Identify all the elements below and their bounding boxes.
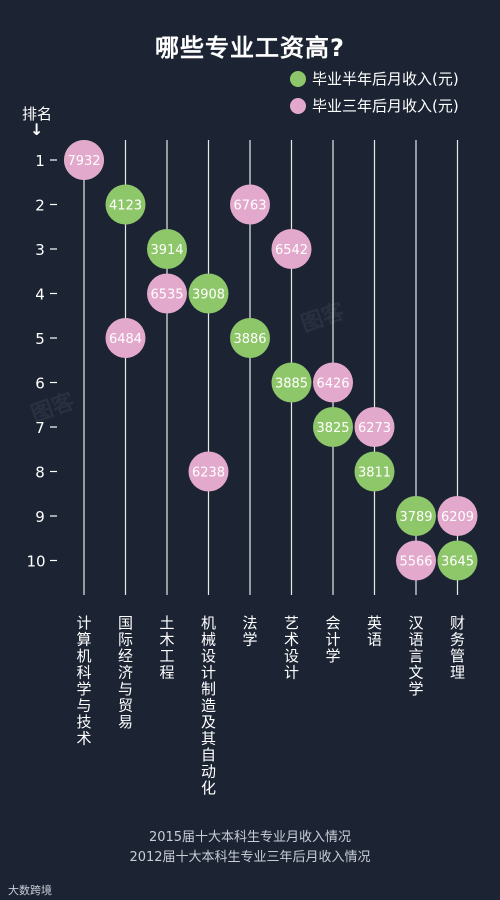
data-label: 5566: [399, 555, 432, 570]
rank-tick-label: 7: [35, 419, 45, 437]
data-label: 3811: [358, 466, 391, 481]
data-point-three-year: [64, 140, 104, 180]
data-point-three-year: [147, 273, 187, 314]
legend-label-series1: 毕业半年后月收入(元): [312, 70, 459, 88]
legend-label-series2: 毕业三年后月收入(元): [312, 97, 459, 115]
data-point-three-year: [188, 451, 229, 492]
major-label: 国际经济与贸易: [118, 614, 133, 731]
data-label: 6763: [233, 199, 266, 214]
data-point-half-year: [188, 273, 229, 314]
brand-logo: 大数跨境: [8, 884, 52, 897]
data-label: 3908: [192, 288, 225, 303]
data-label: 4123: [109, 199, 142, 214]
rank-tick-label: 6: [35, 375, 45, 393]
rank-tick-label: 3: [35, 241, 45, 259]
data-point-three-year: [271, 229, 312, 269]
rank-tick-label: 4: [35, 286, 45, 304]
data-label: 3789: [399, 510, 432, 525]
data-label: 6542: [275, 243, 308, 258]
down-arrow-icon: ↓: [30, 120, 44, 139]
major-label: 英语: [367, 614, 382, 649]
data-label: 6209: [441, 510, 474, 525]
data-point-three-year: [354, 407, 395, 447]
rank-tick-label: 9: [35, 508, 45, 526]
data-point-half-year: [230, 318, 270, 358]
chart-title: 哪些专业工资高?: [155, 34, 345, 62]
footnote-line-2: 2012届十大本科生专业三年后月收入情况: [129, 850, 371, 865]
legend-swatch-series1: [290, 70, 306, 87]
rank-tick-label: 2: [35, 197, 45, 215]
major-label: 计算机科学与技术: [76, 614, 91, 748]
data-label: 6535: [150, 288, 183, 303]
data-point-half-year: [396, 496, 436, 536]
major-label: 艺术设计: [284, 614, 299, 682]
data-point-three-year: [230, 184, 270, 225]
rank-tick-label: 10: [26, 553, 45, 571]
data-label: 3885: [275, 377, 308, 392]
data-label: 6273: [358, 421, 391, 436]
rank-tick-label: 1: [35, 152, 45, 170]
major-label: 汉语言文学: [408, 614, 423, 698]
data-label: 3914: [150, 243, 183, 258]
legend-item-series2: 毕业三年后月收入(元): [290, 95, 459, 116]
data-label: 3645: [441, 555, 474, 570]
data-point-three-year: [396, 540, 436, 581]
data-label: 3886: [233, 332, 266, 347]
data-point-half-year: [105, 184, 146, 225]
data-point-three-year: [437, 496, 478, 536]
data-point-three-year: [313, 362, 353, 403]
footnote-line-1: 2015届十大本科生专业月收入情况: [148, 830, 352, 845]
data-label: 6238: [192, 466, 225, 481]
data-label: 3825: [316, 421, 349, 436]
major-label: 机械设计制造及其自动化: [201, 614, 216, 797]
rank-axis-label: 排名: [22, 105, 53, 123]
data-point-half-year: [437, 540, 478, 581]
data-label: 6484: [109, 332, 142, 347]
major-label: 会计学: [325, 614, 340, 665]
data-label: 6426: [316, 377, 349, 392]
data-point-half-year: [313, 407, 353, 447]
data-point-half-year: [271, 362, 312, 403]
rank-tick-label: 5: [35, 330, 45, 348]
major-label: 财务管理: [450, 614, 465, 682]
major-label: 土木工程: [159, 614, 174, 682]
data-point-half-year: [147, 229, 187, 269]
data-point-three-year: [105, 318, 146, 358]
rank-tick-label: 8: [35, 464, 45, 482]
major-label: 法学: [242, 614, 257, 649]
data-label: 7932: [67, 154, 100, 169]
legend-item-series1: 毕业半年后月收入(元): [290, 68, 459, 89]
data-point-half-year: [354, 451, 395, 492]
legend-swatch-series2: [290, 97, 306, 114]
